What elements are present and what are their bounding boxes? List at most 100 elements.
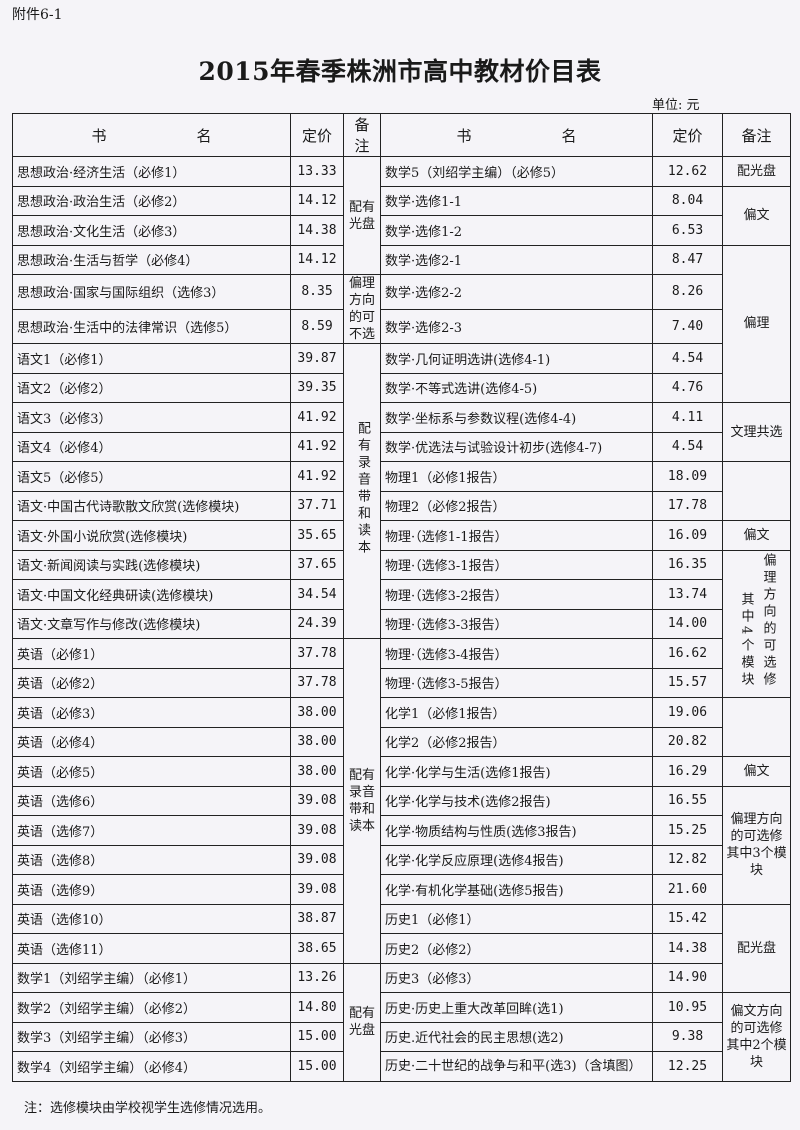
- right-remark-text: 配光盘: [736, 940, 776, 956]
- left-price: 39.08: [290, 785, 344, 816]
- right-price: 4.76: [652, 372, 723, 403]
- left-book-name: 语文3（必修3）: [12, 402, 291, 433]
- right-book-name: 化学1（必修1报告）: [380, 697, 653, 728]
- left-book-name: 英语（选修8）: [12, 844, 291, 875]
- table-row: 思想政治·生活中的法律常识（选修5） 8.59 数学·选修2-3 7.40: [12, 308, 791, 344]
- left-price: 39.08: [290, 844, 344, 875]
- left-remark: 配有光盘: [343, 156, 381, 275]
- right-book-name: 数学5（刘绍学主编）（必修5）: [380, 156, 653, 187]
- left-book-name: 语文·文章写作与修改(选修模块): [12, 608, 291, 639]
- right-book-name: 数学·选修2-2: [380, 274, 653, 310]
- right-book-name: 物理·（选修3-1报告）: [380, 549, 653, 580]
- left-price: 39.08: [290, 815, 344, 846]
- right-price: 16.29: [652, 756, 723, 787]
- table-row: 思想政治·经济生活（必修1） 13.33 配有光盘 数学5（刘绍学主编）（必修5） 12…: [12, 156, 791, 275]
- left-book-name: 英语（必修1）: [12, 638, 291, 669]
- right-price: 17.78: [652, 490, 723, 521]
- right-price: 12.62: [652, 156, 723, 187]
- header-name-left: 书 名: [12, 113, 291, 157]
- left-book-name: 英语（选修6）: [12, 785, 291, 816]
- header-price-left: 定价: [290, 113, 344, 157]
- left-book-name: 思想政治·国家与国际组织（选修3）: [12, 274, 291, 310]
- left-price: 14.80: [290, 992, 344, 1023]
- table-row: 思想政治·国家与国际组织（选修3） 8.35 偏理方向的可不选 数学·选修2-2 8.2…: [12, 274, 791, 344]
- right-price: 15.42: [652, 903, 723, 934]
- left-price: 38.65: [290, 933, 344, 964]
- left-price: 13.33: [290, 156, 344, 187]
- left-price: 8.59: [290, 308, 344, 344]
- right-book-name: 历史1（必修1）: [380, 903, 653, 934]
- left-price: 38.87: [290, 903, 344, 934]
- left-price: 37.78: [290, 667, 344, 698]
- left-remark-text: 配有录音带和读本: [355, 420, 370, 557]
- left-book-name: 语文·外国小说欣赏(选修模块): [12, 520, 291, 551]
- left-remark: 配有录音带和读本: [343, 343, 381, 639]
- right-book-name: 数学·选修2-3: [380, 308, 653, 344]
- header-remark-left: 备注: [343, 113, 381, 157]
- left-book-name: 数学2（刘绍学主编）（必修2）: [12, 992, 291, 1023]
- left-book-name: 英语（必修3）: [12, 697, 291, 728]
- left-price: 8.35: [290, 274, 344, 310]
- left-book-name: 英语（必修5）: [12, 756, 291, 787]
- right-book-name: 化学2（必修2报告）: [380, 726, 653, 757]
- right-book-name: 数学·不等式选讲(选修4-5): [380, 372, 653, 403]
- right-remark-text: 偏文: [743, 763, 770, 779]
- header-price-right: 定价: [652, 113, 723, 157]
- left-price: 38.00: [290, 756, 344, 787]
- table-row: 英语（选修10） 38.87 历史1（必修1） 15.42 配光盘: [12, 903, 791, 993]
- right-price: 6.53: [652, 215, 723, 246]
- right-book-name: 化学·有机化学基础(选修5报告): [380, 874, 653, 905]
- left-price: 37.71: [290, 490, 344, 521]
- left-book-name: 语文2（必修2）: [12, 372, 291, 403]
- left-book-name: 思想政治·文化生活（必修3）: [12, 215, 291, 246]
- left-price: 14.12: [290, 244, 344, 275]
- table-row: 思想政治·生活与哲学（必修4） 14.12 数学·选修2-1 8.47 偏理: [12, 244, 791, 403]
- right-book-name: 历史.近代社会的民主思想(选2): [380, 1021, 653, 1052]
- left-book-name: 思想政治·经济生活（必修1）: [12, 156, 291, 187]
- left-book-name: 数学3（刘绍学主编）（必修3）: [12, 1021, 291, 1052]
- right-book-name: 物理·（选修1-1报告）: [380, 520, 653, 551]
- table-row: 数学3（刘绍学主编）（必修3） 15.00 历史.近代社会的民主思想(选2) 9.38: [12, 1021, 791, 1052]
- table-row: 语文·文章写作与修改(选修模块) 24.39 物理·（选修3-3报告） 14.00: [12, 608, 791, 639]
- price-table: 书 名 定价 备注 书 名 定价 备注 思想政治·经济生活（必修1） 13.33 配…: [12, 113, 791, 1082]
- right-remark: [722, 461, 791, 521]
- table-row: 英语（选修9） 39.08 化学·有机化学基础(选修5报告) 21.60: [12, 874, 791, 905]
- left-price: 39.35: [290, 372, 344, 403]
- right-remark-text: 偏文: [743, 208, 770, 223]
- table-row: 英语（必修5） 38.00 化学·化学与生活(选修1报告) 16.29 偏文: [12, 756, 791, 787]
- right-price: 12.25: [652, 1051, 723, 1082]
- right-price: 18.09: [652, 461, 723, 492]
- right-book-name: 物理·（选修3-3报告）: [380, 608, 653, 639]
- table-row: 英语（选修6） 39.08 化学·化学与技术(选修2报告) 16.55 偏理方向的可选修…: [12, 785, 791, 905]
- left-remark-text: 配有录音带和读本: [348, 767, 375, 834]
- table-row: 语文5（必修5） 41.92 物理1（必修1报告） 18.09: [12, 461, 791, 521]
- right-price: 8.04: [652, 185, 723, 216]
- right-remark: 文理共选: [722, 402, 791, 462]
- left-book-name: 语文1（必修1）: [12, 343, 291, 374]
- right-book-name: 化学·化学与技术(选修2报告): [380, 785, 653, 816]
- right-remark-text-2: 其中4个模块: [738, 591, 754, 690]
- left-book-name: 数学1（刘绍学主编）（必修1）: [12, 962, 291, 993]
- right-price: 15.57: [652, 667, 723, 698]
- table-row: 数学2（刘绍学主编）（必修2） 14.80 历史·历史上重大改革回眸(选1) 10.9…: [12, 992, 791, 1082]
- right-price: 16.09: [652, 520, 723, 551]
- left-book-name: 英语（选修9）: [12, 874, 291, 905]
- right-remark: 偏理: [722, 244, 791, 403]
- right-price: 16.35: [652, 549, 723, 580]
- left-book-name: 英语（必修4）: [12, 726, 291, 757]
- right-remark: 偏文方向的可选修其中2个模块: [722, 992, 791, 1082]
- right-book-name: 历史3（必修3）: [380, 962, 653, 993]
- left-price: 39.08: [290, 874, 344, 905]
- right-price: 7.40: [652, 308, 723, 344]
- left-price: 35.65: [290, 520, 344, 551]
- table-row: 语文·新闻阅读与实践(选修模块) 37.65 物理·（选修3-1报告） 16.35 其中…: [12, 549, 791, 698]
- table-row: 语文3（必修3） 41.92 数学·坐标系与参数议程(选修4-4) 4.11 文理共选: [12, 402, 791, 462]
- table-row: 语文1（必修1） 39.87 配有录音带和读本 数学·几何证明选讲(选修4-1) 4.5…: [12, 343, 791, 639]
- right-remark-text: 文理共选: [730, 424, 783, 440]
- right-price: 15.25: [652, 815, 723, 846]
- header-remark-right: 备注: [722, 113, 791, 157]
- right-remark: 偏文: [722, 185, 791, 246]
- left-book-name: 数学4（刘绍学主编）（必修4）: [12, 1051, 291, 1082]
- left-price: 14.38: [290, 215, 344, 246]
- table-row: 语文4（必修4） 41.92 数学·优选法与试验设计初步(选修4-7) 4.54: [12, 431, 791, 462]
